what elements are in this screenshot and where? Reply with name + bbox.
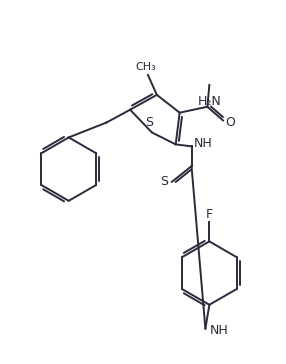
Text: H₂N: H₂N	[197, 95, 221, 108]
Text: S: S	[145, 116, 153, 129]
Text: O: O	[225, 116, 235, 129]
Text: NH: NH	[194, 137, 213, 150]
Text: NH: NH	[210, 324, 229, 337]
Text: F: F	[206, 208, 213, 221]
Text: S: S	[160, 174, 168, 187]
Text: CH₃: CH₃	[136, 62, 156, 72]
